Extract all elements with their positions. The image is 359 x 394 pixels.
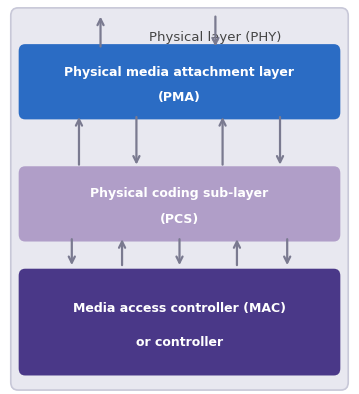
Text: or controller: or controller [136, 336, 223, 349]
Text: Physical layer (PHY): Physical layer (PHY) [149, 31, 281, 44]
FancyBboxPatch shape [19, 269, 340, 375]
Text: Physical coding sub-layer: Physical coding sub-layer [90, 187, 269, 200]
Text: (PMA): (PMA) [158, 91, 201, 104]
FancyBboxPatch shape [19, 44, 340, 119]
Text: (PCS): (PCS) [160, 213, 199, 226]
FancyBboxPatch shape [19, 166, 340, 242]
Text: Media access controller (MAC): Media access controller (MAC) [73, 302, 286, 315]
FancyBboxPatch shape [11, 8, 348, 390]
Text: Physical media attachment layer: Physical media attachment layer [65, 66, 294, 79]
